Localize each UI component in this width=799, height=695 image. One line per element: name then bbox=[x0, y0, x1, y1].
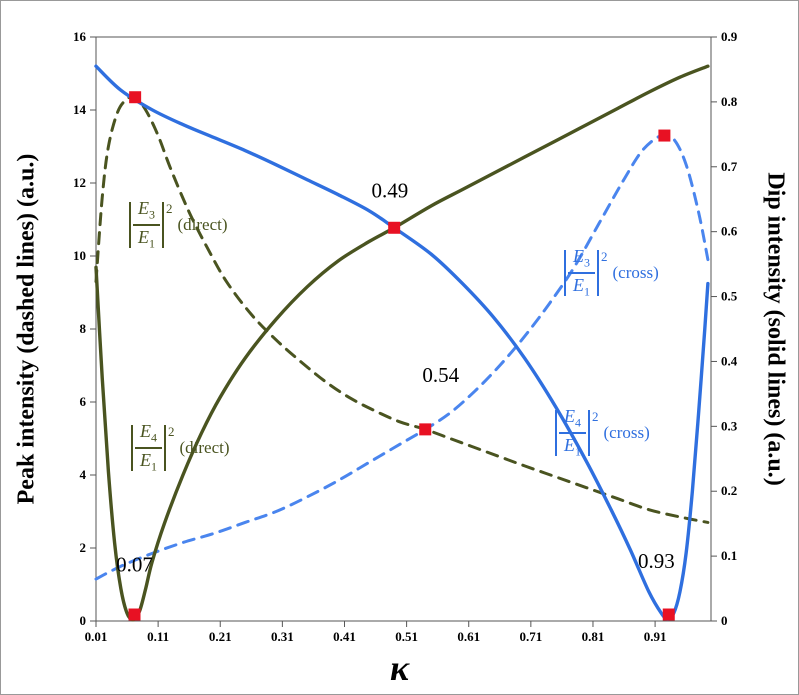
x-tick-label: 0.81 bbox=[582, 629, 605, 644]
denominator-subscript: 1 bbox=[575, 444, 581, 459]
x-tick-label: 0.21 bbox=[209, 629, 232, 644]
right-tick-label: 0.5 bbox=[721, 289, 738, 304]
exponent: 2 bbox=[601, 248, 608, 264]
x-tick-label: 0.61 bbox=[457, 629, 480, 644]
denominator-symbol: E bbox=[140, 449, 151, 470]
denominator-subscript: 1 bbox=[584, 284, 590, 299]
curve-label-suffix: (cross) bbox=[603, 422, 650, 442]
left-tick-label: 4 bbox=[80, 467, 87, 482]
numerator-symbol: E bbox=[564, 406, 575, 426]
numerator-symbol: E bbox=[140, 421, 151, 441]
left-tick-label: 2 bbox=[80, 540, 87, 555]
denominator-symbol: E bbox=[564, 434, 575, 455]
curve-label-suffix: (direct) bbox=[177, 214, 228, 234]
denominator-subscript: 1 bbox=[151, 459, 157, 474]
fraction: E3 E1 bbox=[133, 198, 160, 251]
numerator: E4 bbox=[135, 421, 162, 449]
series-e4-direct bbox=[94, 64, 710, 622]
x-axis-title: κ bbox=[389, 648, 410, 688]
abs-bar-icon bbox=[588, 409, 590, 456]
annotation-0.49: 0.49 bbox=[371, 179, 408, 203]
data-marker bbox=[129, 91, 142, 104]
right-tick-label: 0.2 bbox=[721, 483, 737, 498]
numerator-symbol: E bbox=[573, 246, 584, 266]
annotation-0.93: 0.93 bbox=[638, 549, 675, 573]
abs-bar-icon bbox=[564, 249, 566, 296]
denominator-symbol: E bbox=[573, 274, 584, 295]
left-tick-label: 12 bbox=[73, 175, 86, 190]
right-tick-label: 0.1 bbox=[721, 548, 737, 563]
right-axis-title: Dip intensity (solid lines) (a.u.) bbox=[762, 172, 789, 486]
abs-bar-icon bbox=[131, 424, 133, 471]
numerator: E3 bbox=[568, 246, 595, 274]
denominator: E1 bbox=[573, 274, 590, 299]
right-tick-label: 0.6 bbox=[721, 224, 738, 239]
right-tick-label: 0 bbox=[721, 613, 728, 628]
curve-label-e3-cross: E3 E1 2 (cross) bbox=[564, 246, 659, 299]
series-e4-cross bbox=[94, 64, 710, 621]
x-tick-label: 0.91 bbox=[644, 629, 667, 644]
curve-label-suffix: (cross) bbox=[612, 262, 659, 282]
numerator-subscript: 3 bbox=[149, 207, 155, 222]
numerator-subscript: 4 bbox=[151, 430, 157, 445]
abs-bar-icon bbox=[162, 201, 164, 248]
x-tick-label: 0.31 bbox=[271, 629, 294, 644]
x-tick-label: 0.11 bbox=[147, 629, 169, 644]
abs-bar-icon bbox=[129, 201, 131, 248]
annotation-0.54: 0.54 bbox=[422, 363, 459, 387]
abs-bar-icon bbox=[164, 424, 166, 471]
data-marker bbox=[419, 423, 432, 436]
curve-label-e3-direct: E3 E1 2 (direct) bbox=[129, 198, 228, 251]
x-tick-label: 0.71 bbox=[519, 629, 542, 644]
left-tick-label: 10 bbox=[73, 248, 86, 263]
numerator-symbol: E bbox=[138, 198, 149, 218]
data-marker bbox=[128, 608, 141, 621]
denominator: E1 bbox=[138, 226, 155, 251]
exponent: 2 bbox=[166, 200, 173, 216]
fraction: E4 E1 bbox=[135, 421, 162, 474]
denominator-subscript: 1 bbox=[149, 236, 155, 251]
left-tick-label: 16 bbox=[73, 29, 87, 44]
left-axis-title: Peak intensity (dashed lines) (a.u.) bbox=[13, 153, 40, 505]
numerator: E4 bbox=[559, 406, 586, 434]
x-tick-label: 0.01 bbox=[85, 629, 108, 644]
x-tick-label: 0.41 bbox=[333, 629, 356, 644]
right-tick-label: 0.3 bbox=[721, 418, 738, 433]
abs-bar-icon bbox=[597, 249, 599, 296]
data-marker bbox=[662, 608, 675, 621]
plot-frame bbox=[95, 36, 712, 622]
abs-bar-icon bbox=[555, 409, 557, 456]
numerator-subscript: 4 bbox=[575, 415, 581, 430]
denominator: E1 bbox=[140, 449, 157, 474]
numerator-subscript: 3 bbox=[584, 255, 590, 270]
left-tick-label: 8 bbox=[80, 321, 87, 336]
x-tick-label: 0.51 bbox=[395, 629, 418, 644]
exponent: 2 bbox=[592, 408, 599, 424]
exponent: 2 bbox=[168, 423, 175, 439]
annotation-0.07: 0.07 bbox=[116, 553, 153, 577]
data-marker bbox=[658, 129, 671, 142]
numerator: E3 bbox=[133, 198, 160, 226]
curve-label-e4-cross: E4 E1 2 (cross) bbox=[555, 406, 650, 459]
right-tick-label: 0.9 bbox=[721, 29, 738, 44]
fraction: E4 E1 bbox=[559, 406, 586, 459]
denominator-symbol: E bbox=[138, 226, 149, 247]
right-tick-label: 0.8 bbox=[721, 94, 738, 109]
right-tick-label: 0.7 bbox=[721, 159, 738, 174]
left-tick-label: 14 bbox=[73, 102, 87, 117]
curve-label-suffix: (direct) bbox=[179, 437, 230, 457]
fraction: E3 E1 bbox=[568, 246, 595, 299]
left-tick-label: 6 bbox=[80, 394, 87, 409]
left-tick-label: 0 bbox=[80, 613, 87, 628]
denominator: E1 bbox=[564, 434, 581, 459]
data-marker bbox=[388, 221, 401, 234]
curve-label-e4-direct: E4 E1 2 (direct) bbox=[131, 421, 230, 474]
right-tick-label: 0.4 bbox=[721, 353, 738, 368]
